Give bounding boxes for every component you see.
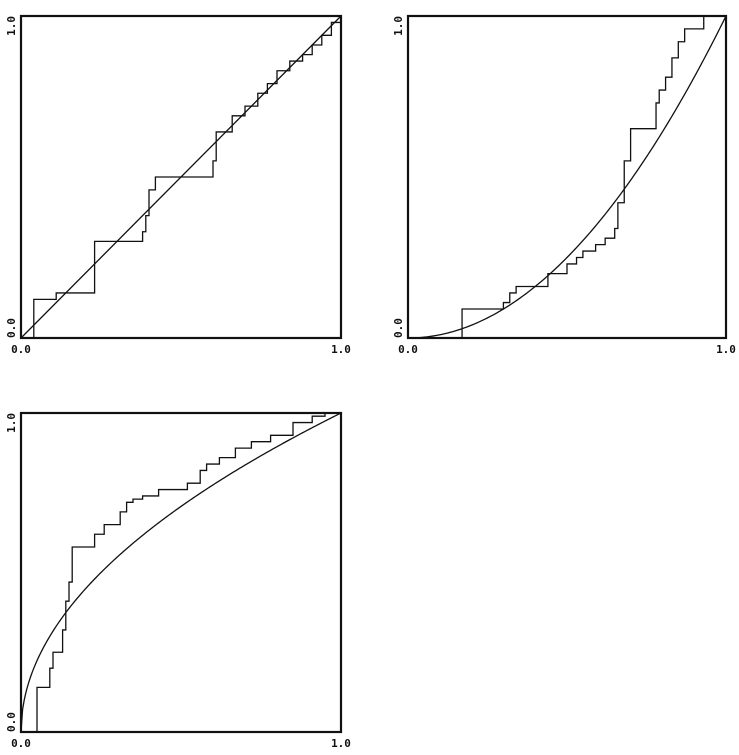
empirical-step-line: [21, 21, 341, 339]
chart-panel-2: 0.0 1.0 0.0 1.0: [392, 14, 736, 356]
y-tick-label: 0.0: [5, 318, 18, 338]
empirical-step-line: [408, 15, 726, 339]
plot-frame: [19, 411, 343, 734]
y-tick-label: 1.0: [392, 16, 405, 36]
chart-panel-1: 0.0 1.0 0.0 1.0: [5, 14, 351, 356]
x-tick-label: 0.0: [398, 343, 418, 356]
x-tick-label: 1.0: [331, 737, 351, 750]
x-tick-label: 0.0: [11, 343, 31, 356]
reference-curve: [20, 412, 342, 733]
y-tick-label: 0.0: [5, 712, 18, 732]
y-tick-label: 1.0: [5, 413, 18, 433]
plot-frame: [19, 14, 343, 340]
reference-curve: [407, 15, 727, 339]
x-tick-label: 1.0: [716, 343, 736, 356]
y-tick-label: 0.0: [392, 318, 405, 338]
chart-panel-3: 0.0 1.0 0.0 1.0: [5, 411, 351, 750]
x-tick-label: 0.0: [11, 737, 31, 750]
empirical-step-line: [21, 412, 341, 733]
y-tick-label: 1.0: [5, 16, 18, 36]
x-tick-label: 1.0: [331, 343, 351, 356]
plot-frame: [406, 14, 728, 340]
